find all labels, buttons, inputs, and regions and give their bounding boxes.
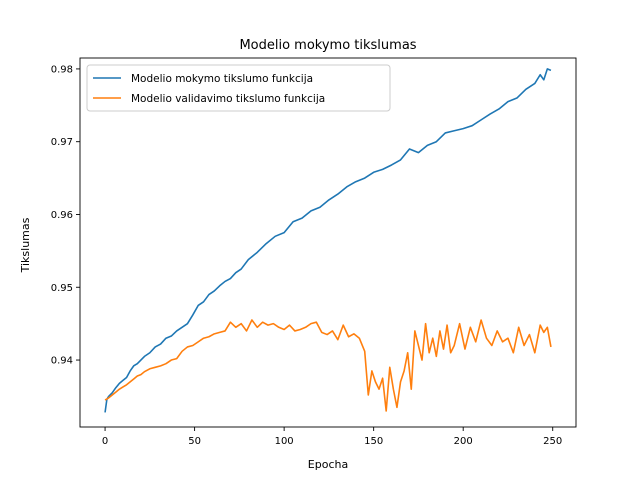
legend-label-1: Modelio validavimo tikslumo funkcija xyxy=(131,93,325,105)
legend-box xyxy=(86,64,391,112)
y-tick-label: 0.97 xyxy=(51,137,73,148)
x-axis: 0 50 100 150 200 250 xyxy=(102,427,562,447)
series-line-0 xyxy=(104,68,552,413)
plot-area xyxy=(79,57,577,428)
x-tick-label: 100 xyxy=(275,436,294,447)
axes-frame xyxy=(79,57,577,428)
y-tick-label: 0.96 xyxy=(51,210,73,221)
series-line-1 xyxy=(104,319,552,412)
y-tick-label: 0.98 xyxy=(51,64,73,75)
x-tick-label: 0 xyxy=(102,436,108,447)
y-axis-label: Tikslumas xyxy=(19,217,32,273)
chart-title: Modelio mokymo tikslumas xyxy=(239,38,416,53)
x-tick-label: 250 xyxy=(543,436,562,447)
x-tick-label: 50 xyxy=(188,436,201,447)
x-axis-label: Epocha xyxy=(308,458,348,471)
y-tick-label: 0.95 xyxy=(51,283,73,294)
legend-label-0: Modelio mokymo tikslumo funkcija xyxy=(131,73,313,85)
y-tick-label: 0.94 xyxy=(51,356,73,367)
legend: Modelio mokymo tikslumo funkcija Modelio … xyxy=(86,64,391,112)
x-tick-label: 200 xyxy=(454,436,473,447)
y-axis: 0.94 0.95 0.96 0.97 0.98 xyxy=(51,64,80,367)
x-tick-label: 150 xyxy=(364,436,383,447)
